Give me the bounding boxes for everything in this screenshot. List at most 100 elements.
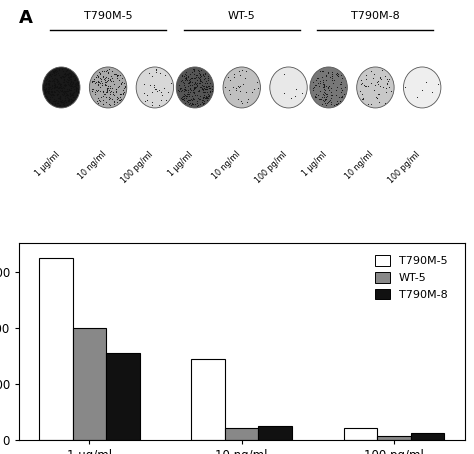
Point [192,80,200,87]
Point [100,75,108,82]
Point [74,89,82,96]
Point [60,81,68,89]
Point [41,86,49,94]
Point [61,81,69,88]
Point [58,86,65,94]
Point [65,95,73,103]
Point [40,83,48,90]
Point [120,89,128,96]
Point [54,79,61,86]
Point [337,78,345,85]
Point [54,92,61,99]
Point [51,84,59,91]
Point [334,99,342,106]
Point [62,92,69,99]
Point [158,91,166,99]
Point [64,70,72,78]
Point [50,78,57,85]
Point [113,85,120,92]
Point [360,81,368,89]
Point [66,75,74,83]
Point [44,75,51,83]
Point [102,98,110,105]
Point [67,98,75,105]
Point [201,88,209,95]
Point [110,98,118,105]
Point [67,96,75,103]
Bar [258,426,292,440]
Point [195,79,202,86]
Point [100,68,108,75]
Point [280,89,287,97]
Point [67,73,75,80]
Point [44,80,51,88]
Point [312,82,319,89]
Point [197,66,205,74]
Point [319,90,327,98]
Point [55,67,63,74]
Point [54,83,61,90]
Point [46,77,54,84]
Point [204,74,212,81]
Point [59,73,67,80]
Point [45,87,53,94]
Point [45,82,53,89]
Point [205,82,213,89]
Ellipse shape [310,67,347,108]
Point [320,97,328,104]
Point [104,74,112,82]
Point [106,75,114,83]
Point [143,97,151,104]
Point [97,93,105,100]
Point [324,84,332,91]
Point [325,68,332,75]
Point [51,67,59,74]
Point [183,97,191,104]
Point [182,74,190,81]
Point [310,84,318,91]
Point [419,86,426,94]
Point [161,84,168,91]
Point [206,84,214,91]
Point [328,91,336,99]
Point [182,99,189,106]
Point [184,73,191,80]
Point [65,74,73,81]
Point [361,82,369,89]
Point [48,87,55,94]
Point [328,69,336,76]
Point [101,90,109,98]
Point [54,98,62,105]
Ellipse shape [43,67,80,108]
Point [182,83,189,90]
Point [41,86,48,93]
Point [57,97,65,104]
Point [88,88,95,95]
Point [292,85,300,92]
Point [226,77,234,84]
Point [358,90,365,97]
Point [47,91,55,99]
Point [145,69,153,77]
Point [174,86,182,94]
Point [238,66,246,74]
Point [54,69,62,76]
Point [56,80,64,87]
Text: 1 μg/ml: 1 μg/ml [167,150,195,178]
Point [191,86,198,93]
Point [158,97,165,104]
Point [92,87,100,94]
Point [61,77,68,84]
Point [337,97,344,104]
Point [428,89,436,96]
Point [63,78,71,85]
Point [66,93,74,100]
Point [98,81,106,89]
Point [98,67,106,74]
Point [56,93,64,100]
Point [69,92,76,99]
Point [65,75,73,82]
Point [63,87,71,94]
Point [184,90,191,97]
Point [61,87,69,94]
